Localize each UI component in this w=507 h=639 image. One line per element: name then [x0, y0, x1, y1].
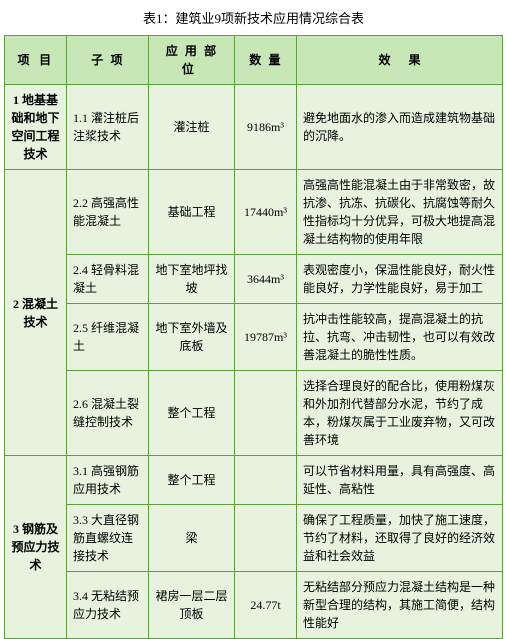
sub-item: 2.6 混凝土裂缝控制技术	[67, 371, 149, 456]
table-row: 3.3 大直径钢筋直螺纹连接技术梁确保了工程质量，加快了施工速度，节约了材料，还…	[5, 505, 503, 572]
sub-item: 3.1 高强钢筋应用技术	[67, 456, 149, 505]
application-part: 地下室地坪找坡	[149, 255, 235, 304]
table-title: 表1：建筑业9项新技术应用情况综合表	[0, 4, 507, 35]
quantity: 19787m³	[235, 304, 297, 371]
effect: 避免地面水的渗入而造成建筑物基础的沉降。	[297, 85, 503, 170]
quantity: 17440m³	[235, 170, 297, 255]
table-row: 2.5 纤维混凝土地下室外墙及底板19787m³抗冲击性能较高，提高混凝土的抗拉…	[5, 304, 503, 371]
application-part: 裙房一层二层顶板	[149, 572, 235, 639]
header-item: 项目	[5, 36, 67, 85]
table-row: 2.6 混凝土裂缝控制技术整个工程选择合理良好的配合比，使用粉煤灰和外加剂代替部…	[5, 371, 503, 456]
effect: 无粘结部分预应力混凝土结构是一种新型合理的结构，其施工简便，结构性能好	[297, 572, 503, 639]
quantity	[235, 456, 297, 505]
header-effect: 效果	[297, 36, 503, 85]
quantity: 24.77t	[235, 572, 297, 639]
sub-item: 3.4 无粘结预应力技术	[67, 572, 149, 639]
table-row: 3.4 无粘结预应力技术裙房一层二层顶板24.77t无粘结部分预应力混凝土结构是…	[5, 572, 503, 639]
application-part: 梁	[149, 505, 235, 572]
application-part: 整个工程	[149, 371, 235, 456]
effect: 高强高性能混凝土由于非常致密，故抗渗、抗冻、抗碳化、抗腐蚀等耐久性指标均十分优异…	[297, 170, 503, 255]
effect: 表观密度小，保温性能良好，耐火性能良好，力学性能良好，易于加工	[297, 255, 503, 304]
table-row: 3 钢筋及预应力技术3.1 高强钢筋应用技术整个工程可以节省材料用量，具有高强度…	[5, 456, 503, 505]
group-label: 3 钢筋及预应力技术	[5, 456, 67, 639]
group-label: 1 地基基础和地下空间工程技术	[5, 85, 67, 170]
header-sub: 子项	[67, 36, 149, 85]
effect: 选择合理良好的配合比，使用粉煤灰和外加剂代替部分水泥，节约了成本，粉煤灰属于工业…	[297, 371, 503, 456]
effect: 确保了工程质量，加快了施工速度，节约了材料，还取得了良好的经济效益和社会效益	[297, 505, 503, 572]
table-row: 2.4 轻骨料混凝土地下室地坪找坡3644m³表观密度小，保温性能良好，耐火性能…	[5, 255, 503, 304]
sub-item: 1.1 灌注桩后注浆技术	[67, 85, 149, 170]
quantity: 9186m³	[235, 85, 297, 170]
application-part: 地下室外墙及底板	[149, 304, 235, 371]
sub-item: 3.3 大直径钢筋直螺纹连接技术	[67, 505, 149, 572]
quantity: 3644m³	[235, 255, 297, 304]
sub-item: 2.4 轻骨料混凝土	[67, 255, 149, 304]
table-body: 1 地基基础和地下空间工程技术1.1 灌注桩后注浆技术灌注桩9186m³避免地面…	[5, 85, 503, 639]
quantity	[235, 505, 297, 572]
sub-item: 2.2 高强高性能混凝土	[67, 170, 149, 255]
application-part: 基础工程	[149, 170, 235, 255]
quantity	[235, 371, 297, 456]
header-row: 项目 子项 应用部位 数量 效果	[5, 36, 503, 85]
tech-table: 项目 子项 应用部位 数量 效果 1 地基基础和地下空间工程技术1.1 灌注桩后…	[4, 35, 503, 639]
table-row: 2 混凝土技术2.2 高强高性能混凝土基础工程17440m³高强高性能混凝土由于…	[5, 170, 503, 255]
effect: 抗冲击性能较高，提高混凝土的抗拉、抗弯、冲击韧性，也可以有效改善混凝土的脆性性质…	[297, 304, 503, 371]
table-row: 1 地基基础和地下空间工程技术1.1 灌注桩后注浆技术灌注桩9186m³避免地面…	[5, 85, 503, 170]
header-qty: 数量	[235, 36, 297, 85]
application-part: 整个工程	[149, 456, 235, 505]
header-part: 应用部位	[149, 36, 235, 85]
group-label: 2 混凝土技术	[5, 170, 67, 456]
application-part: 灌注桩	[149, 85, 235, 170]
sub-item: 2.5 纤维混凝土	[67, 304, 149, 371]
effect: 可以节省材料用量，具有高强度、高延性、高粘性	[297, 456, 503, 505]
